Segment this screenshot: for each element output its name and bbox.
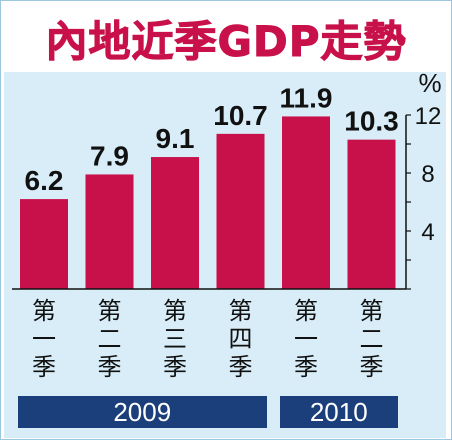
bar-value-label: 9.1	[156, 123, 195, 154]
bar-value-label: 11.9	[280, 82, 333, 113]
x-tick-label: 第 一 季	[294, 297, 318, 381]
bar	[347, 139, 396, 289]
chart-title: 內地近季GDP走勢	[45, 17, 407, 67]
y-tick-label: 8	[421, 161, 434, 188]
x-tick-label: 第 二 季	[359, 297, 384, 381]
bar-value-label: 6.2	[25, 165, 64, 196]
x-tick-label: 第 二 季	[97, 297, 122, 381]
bar-value-label: 7.9	[90, 140, 129, 171]
bar	[151, 157, 199, 289]
y-unit-label: %	[418, 68, 441, 98]
y-tick-label: 4	[421, 219, 434, 246]
bar-value-label: 10.7	[213, 100, 268, 131]
x-tick-label: 第 三 季	[163, 297, 187, 381]
bar	[85, 174, 134, 289]
x-tick-label: 第 四 季	[228, 297, 253, 381]
bar-value-label: 10.3	[344, 106, 399, 137]
bar	[282, 116, 330, 289]
year-band: 2009	[18, 396, 267, 428]
year-band: 2010	[280, 396, 398, 428]
bar	[216, 133, 265, 289]
x-tick-label: 第 一 季	[32, 297, 56, 381]
y-tick-label: 12	[415, 103, 442, 130]
bar	[20, 199, 68, 289]
